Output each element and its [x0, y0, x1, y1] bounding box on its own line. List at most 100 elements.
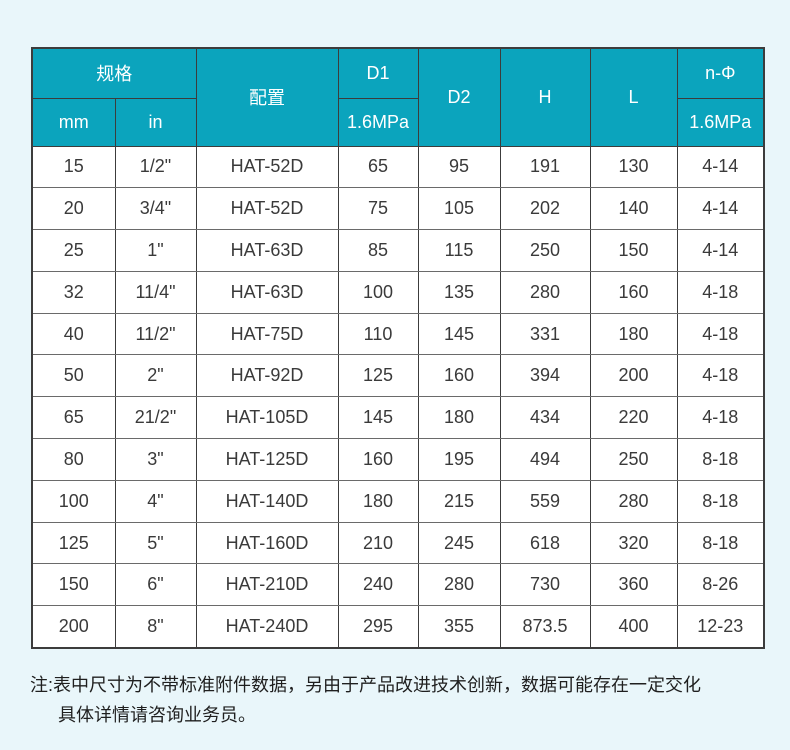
- table-cell: 145: [417, 312, 501, 356]
- table-row: 25 1" HAT-63D 85 115 250 150 4-14: [31, 229, 765, 272]
- table-cell: 110: [337, 312, 419, 356]
- table-row: 15 1/2" HAT-52D 65 95 191 130 4-14: [31, 145, 765, 189]
- table-row: 100 4" HAT-140D 180 215 559 280 8-18: [31, 479, 765, 523]
- table-cell: 25: [31, 229, 116, 272]
- table-cell: 20: [31, 187, 116, 231]
- table-cell: 873.5: [499, 605, 591, 649]
- table-cell: 115: [417, 229, 501, 272]
- table-cell: HAT-160D: [195, 521, 339, 565]
- table-cell: 11/2": [114, 312, 197, 356]
- table-cell: 180: [337, 479, 419, 523]
- table-row: 50 2" HAT-92D 125 160 394 200 4-18: [31, 354, 765, 398]
- table-cell: 160: [337, 438, 419, 481]
- table-cell: 434: [499, 396, 591, 440]
- table-cell: 191: [499, 145, 591, 189]
- table-cell: 65: [31, 396, 116, 440]
- table-cell: 4": [114, 479, 197, 523]
- table-cell: 215: [417, 479, 501, 523]
- table-cell: HAT-52D: [195, 187, 339, 231]
- table-cell: HAT-125D: [195, 438, 339, 481]
- table-cell: 4-18: [676, 354, 765, 398]
- table-cell: 280: [499, 270, 591, 314]
- header-nphi-pressure: 1.6MPa: [676, 97, 765, 147]
- table-cell: 2": [114, 354, 197, 398]
- table-cell: 95: [417, 145, 501, 189]
- header-mm: mm: [31, 97, 116, 147]
- spec-table: 规格 配置 D1 D2 H L n-Φ mm in 1.6MPa 1.6MPa …: [31, 47, 765, 649]
- table-cell: 12-23: [676, 605, 765, 649]
- table-cell: 8-18: [676, 438, 765, 481]
- table-cell: 355: [417, 605, 501, 649]
- table-cell: HAT-240D: [195, 605, 339, 649]
- table-cell: 4-14: [676, 145, 765, 189]
- spec-table-body: 15 1/2" HAT-52D 65 95 191 130 4-14 20 3/4" HAT-52D…: [31, 145, 765, 649]
- table-cell: HAT-52D: [195, 145, 339, 189]
- table-cell: 100: [31, 479, 116, 523]
- table-cell: 250: [589, 438, 678, 481]
- table-cell: 160: [417, 354, 501, 398]
- table-row: 32 11/4" HAT-63D 100 135 280 160 4-18: [31, 270, 765, 314]
- table-cell: 730: [499, 563, 591, 607]
- table-cell: 618: [499, 521, 591, 565]
- table-cell: 195: [417, 438, 501, 481]
- table-row: 150 6" HAT-210D 240 280 730 360 8-26: [31, 563, 765, 607]
- table-row: 40 11/2" HAT-75D 110 145 331 180 4-18: [31, 312, 765, 356]
- table-cell: 40: [31, 312, 116, 356]
- footnote-line-1: 注:表中尺寸为不带标准附件数据，另由于产品改进技术创新，数据可能存在一定交化: [30, 675, 701, 695]
- table-cell: 150: [589, 229, 678, 272]
- header-l: L: [589, 47, 678, 147]
- table-cell: 8-26: [676, 563, 765, 607]
- table-cell: 8-18: [676, 521, 765, 565]
- table-cell: 75: [337, 187, 419, 231]
- table-cell: 400: [589, 605, 678, 649]
- table-cell: 150: [31, 563, 116, 607]
- header-config: 配置: [195, 47, 339, 147]
- header-nphi: n-Φ: [676, 47, 765, 99]
- table-cell: 32: [31, 270, 116, 314]
- table-cell: HAT-92D: [195, 354, 339, 398]
- table-cell: 250: [499, 229, 591, 272]
- table-cell: 130: [589, 145, 678, 189]
- table-cell: 8": [114, 605, 197, 649]
- table-cell: 180: [589, 312, 678, 356]
- table-cell: HAT-210D: [195, 563, 339, 607]
- table-cell: 320: [589, 521, 678, 565]
- table-cell: 4-18: [676, 396, 765, 440]
- table-cell: 105: [417, 187, 501, 231]
- table-cell: 100: [337, 270, 419, 314]
- table-cell: 220: [589, 396, 678, 440]
- table-cell: 200: [589, 354, 678, 398]
- table-cell: 140: [589, 187, 678, 231]
- table-cell: 559: [499, 479, 591, 523]
- table-cell: 5": [114, 521, 197, 565]
- table-cell: 200: [31, 605, 116, 649]
- footnote: 注:表中尺寸为不带标准附件数据，另由于产品改进技术创新，数据可能存在一定交化 具…: [30, 670, 770, 730]
- header-d1: D1: [337, 47, 419, 99]
- table-row: 65 21/2" HAT-105D 145 180 434 220 4-18: [31, 396, 765, 440]
- table-cell: 50: [31, 354, 116, 398]
- table-cell: 4-14: [676, 229, 765, 272]
- table-cell: 295: [337, 605, 419, 649]
- table-cell: 135: [417, 270, 501, 314]
- table-cell: 1": [114, 229, 197, 272]
- table-cell: 3": [114, 438, 197, 481]
- table-cell: 21/2": [114, 396, 197, 440]
- table-cell: 494: [499, 438, 591, 481]
- table-cell: 1/2": [114, 145, 197, 189]
- table-cell: 280: [417, 563, 501, 607]
- table-cell: 15: [31, 145, 116, 189]
- table-cell: 125: [337, 354, 419, 398]
- table-cell: 80: [31, 438, 116, 481]
- table-cell: 280: [589, 479, 678, 523]
- table-cell: 331: [499, 312, 591, 356]
- header-d1-pressure: 1.6MPa: [337, 97, 419, 147]
- table-cell: HAT-63D: [195, 270, 339, 314]
- table-cell: 6": [114, 563, 197, 607]
- table-cell: HAT-75D: [195, 312, 339, 356]
- spec-table-header: 规格 配置 D1 D2 H L n-Φ mm in 1.6MPa 1.6MPa: [31, 47, 765, 147]
- table-row: 125 5" HAT-160D 210 245 618 320 8-18: [31, 521, 765, 565]
- header-spec-group: 规格: [31, 47, 197, 99]
- table-cell: 4-18: [676, 312, 765, 356]
- table-cell: 180: [417, 396, 501, 440]
